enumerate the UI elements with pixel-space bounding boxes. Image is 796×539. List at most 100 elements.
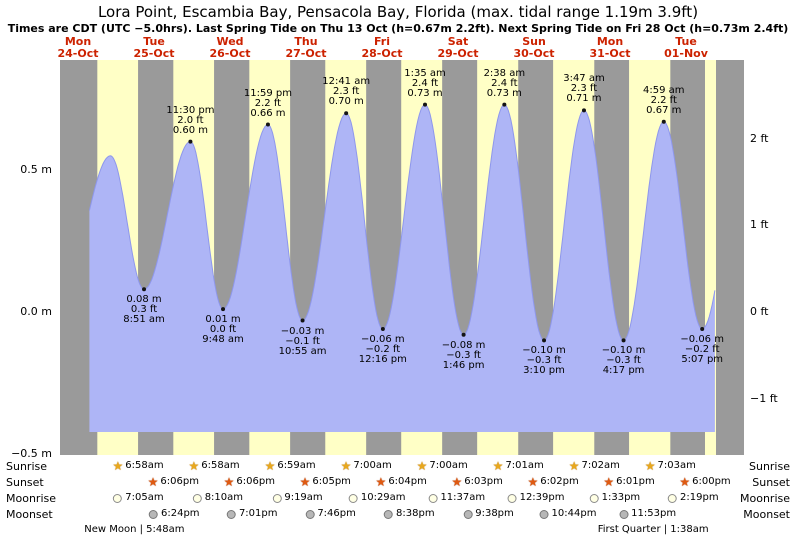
day-label: Fri 28-Oct [361, 35, 403, 60]
sunset-star-icon: ★ [527, 475, 539, 489]
high-tide-annotation: 12:41 am 2.3 ft 0.70 m [322, 76, 371, 108]
page-subtitle: Times are CDT (UTC −5.0hrs). Last Spring… [7, 22, 789, 35]
low-tide-annotation: −0.06 m −0.2 ft 12:16 pm [358, 334, 407, 366]
moonrise-entry: 12:39pm [507, 491, 565, 506]
sunset-time: 6:00pm [692, 476, 731, 487]
sunset-time: 6:01pm [616, 476, 655, 487]
sunset-label-right: Sunset [752, 476, 790, 489]
sunrise-time: 7:00am [429, 460, 468, 471]
high-tide-annotation: 11:30 pm 2.0 ft 0.60 m [166, 104, 215, 136]
moonset-entry: 7:01pm [226, 507, 277, 522]
moonset-icon [305, 509, 315, 519]
tide-extreme-dot [188, 139, 193, 144]
sunset-entry: ★ 6:06pm [224, 475, 275, 490]
moonrise-time: 1:33pm [601, 492, 641, 503]
moonrise-icon [113, 493, 123, 503]
moonset-icon [148, 509, 158, 519]
sunset-row: Sunset Sunset ★ 6:06pm ★ 6:06pm ★ 6:05pm ★ 6:04pm… [0, 475, 796, 491]
moonrise-entry: 10:29am [348, 491, 406, 506]
sunset-time: 6:05pm [312, 476, 351, 487]
high-tide-annotation: 11:59 pm 2.2 ft 0.66 m [243, 87, 292, 119]
sunrise-entry: ★ 7:02am [569, 459, 620, 474]
sunrise-row: Sunrise Sunrise ★ 6:58am ★ 6:58am ★ 6:59am ★ 7:00… [0, 459, 796, 475]
moonrise-icon [589, 493, 599, 503]
moonrise-icon [668, 493, 678, 503]
y-axis-right-label: 2 ft [750, 131, 769, 145]
sunset-entry: ★ 6:01pm [603, 475, 654, 490]
sunrise-star-icon: ★ [492, 459, 504, 473]
moonset-entry: 7:46pm [305, 507, 356, 522]
moonset-time: 8:38pm [396, 508, 435, 519]
sunrise-entry: ★ 6:59am [265, 459, 316, 474]
tide-extreme-dot [221, 307, 226, 312]
sunrise-star-icon: ★ [188, 459, 200, 473]
moonset-entry: 10:44pm [539, 507, 596, 522]
tide-extreme-dot [502, 102, 507, 107]
day-label: Sat 29-Oct [437, 35, 479, 60]
moonset-icon [226, 509, 236, 519]
moonrise-entry: 11:37am [428, 491, 485, 506]
moonset-icon [463, 509, 473, 519]
sunrise-entry: ★ 7:00am [341, 459, 392, 474]
sunrise-time: 7:02am [581, 460, 620, 471]
sunset-entry: ★ 6:02pm [527, 475, 578, 490]
moonrise-label-left: Moonrise [6, 492, 56, 505]
tide-extreme-dot [700, 327, 705, 332]
tide-extreme-dot [142, 287, 147, 292]
moonset-icon [619, 509, 629, 519]
moonset-entry: 11:53pm [619, 507, 676, 522]
sunrise-entry: ★ 6:58am [113, 459, 164, 474]
moonset-label-right: Moonset [743, 508, 790, 521]
moonrise-entry: 2:19pm [668, 491, 719, 506]
moon-phase-label: New Moon | 5:48am [84, 524, 185, 535]
tide-extreme-dot [423, 102, 428, 107]
sunrise-star-icon: ★ [644, 459, 656, 473]
sunset-entry: ★ 6:05pm [300, 475, 351, 490]
sunrise-star-icon: ★ [112, 459, 124, 473]
y-axis-left-label: −0.5 m [11, 447, 52, 460]
high-tide-annotation: 1:35 am 2.4 ft 0.73 m [404, 67, 446, 99]
sunrise-time: 7:03am [657, 460, 696, 471]
moonset-time: 9:38pm [475, 508, 514, 519]
day-label: Tue 01-Nov [664, 35, 708, 60]
sunrise-time: 6:58am [125, 460, 164, 471]
moonrise-label-right: Moonrise [740, 492, 790, 505]
sunset-entry: ★ 6:04pm [376, 475, 427, 490]
high-tide-annotation: 4:59 am 2.2 ft 0.67 m [643, 84, 685, 116]
sunset-label-left: Sunset [6, 476, 44, 489]
sunset-time: 6:06pm [160, 476, 199, 487]
day-label: Wed 26-Oct [209, 35, 251, 60]
moonrise-entry: 9:19am [272, 491, 323, 506]
moonrise-time: 10:29am [360, 492, 406, 503]
moonset-time: 11:53pm [631, 508, 677, 519]
moonrise-icon [348, 493, 358, 503]
moonset-icon [539, 509, 549, 519]
sunset-star-icon: ★ [147, 475, 159, 489]
day-label: Thu 27-Oct [285, 35, 327, 60]
moon-phase-label: First Quarter | 1:38am [597, 524, 709, 535]
day-label: Mon 31-Oct [589, 35, 631, 60]
y-axis-right-label: 0 ft [750, 305, 769, 318]
low-tide-annotation: −0.10 m −0.3 ft 3:10 pm [522, 345, 566, 377]
moonrise-time: 12:39pm [519, 492, 565, 503]
sunset-time: 6:04pm [388, 476, 427, 487]
moonrise-time: 2:19pm [680, 492, 719, 503]
moonset-entry: 9:38pm [463, 507, 514, 522]
moonrise-icon [428, 493, 438, 503]
sunrise-star-icon: ★ [340, 459, 352, 473]
tide-extreme-dot [300, 318, 305, 323]
sunset-star-icon: ★ [223, 475, 235, 489]
moonset-entry: 8:38pm [384, 507, 435, 522]
sunrise-star-icon: ★ [416, 459, 428, 473]
tide-extreme-dot [542, 338, 547, 343]
tide-extreme-dot [344, 111, 349, 116]
sunrise-entry: ★ 6:58am [189, 459, 240, 474]
tide-curve [88, 104, 716, 341]
page-title: Lora Point, Escambia Bay, Pensacola Bay,… [97, 3, 699, 21]
sunrise-time: 6:59am [277, 460, 316, 471]
moonset-label-left: Moonset [6, 508, 53, 521]
low-tide-annotation: −0.08 m −0.3 ft 1:46 pm [441, 339, 486, 371]
day-label: Sun 30-Oct [513, 35, 555, 60]
